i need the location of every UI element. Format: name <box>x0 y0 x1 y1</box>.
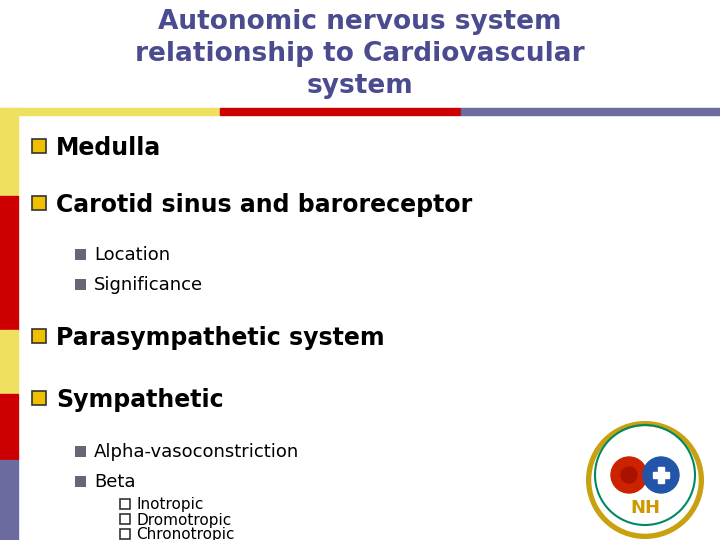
Bar <box>32 196 46 210</box>
Bar <box>0 196 18 330</box>
Text: Location: Location <box>94 246 170 264</box>
Bar <box>0 394 18 460</box>
Bar <box>120 529 130 539</box>
Bar <box>653 472 669 478</box>
Bar <box>0 108 220 115</box>
Text: NH: NH <box>630 499 660 517</box>
Text: Beta: Beta <box>94 473 135 491</box>
Circle shape <box>621 467 637 483</box>
Bar <box>461 108 720 115</box>
Bar <box>220 108 461 115</box>
Text: Parasympathetic system: Parasympathetic system <box>56 326 384 350</box>
Bar <box>75 446 86 457</box>
Bar <box>0 330 18 394</box>
Bar <box>120 514 130 524</box>
Circle shape <box>643 457 679 493</box>
Circle shape <box>592 427 698 533</box>
Text: Medulla: Medulla <box>56 136 161 160</box>
Bar <box>120 499 130 509</box>
Text: Alpha-vasoconstriction: Alpha-vasoconstriction <box>94 443 300 461</box>
Text: Autonomic nervous system
relationship to Cardiovascular
system: Autonomic nervous system relationship to… <box>135 9 585 99</box>
Text: Chronotropic: Chronotropic <box>136 528 235 540</box>
Bar <box>75 249 86 260</box>
Text: Dromotropic: Dromotropic <box>136 512 231 528</box>
Text: Inotropic: Inotropic <box>136 497 203 512</box>
Circle shape <box>611 457 647 493</box>
Bar <box>32 329 46 343</box>
Bar <box>32 391 46 405</box>
Bar <box>32 139 46 153</box>
Bar <box>0 108 18 196</box>
Text: Sympathetic: Sympathetic <box>56 388 224 412</box>
Circle shape <box>586 421 704 539</box>
Bar <box>75 279 86 290</box>
Text: Carotid sinus and baroreceptor: Carotid sinus and baroreceptor <box>56 193 472 217</box>
Text: Significance: Significance <box>94 276 203 294</box>
Bar <box>0 460 18 540</box>
Bar <box>658 467 664 483</box>
Bar <box>75 476 86 487</box>
